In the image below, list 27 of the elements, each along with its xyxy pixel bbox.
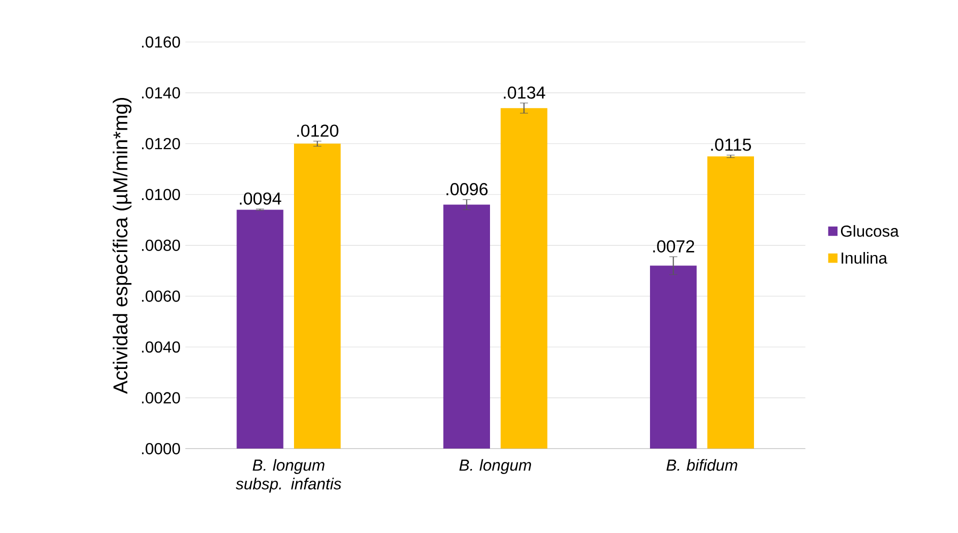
data-label: .0094 (240, 192, 282, 205)
bar (294, 144, 341, 449)
y-tick-label: .0160 (142, 36, 180, 48)
data-label: .0115 (711, 138, 751, 152)
y-tick-label: .0080 (142, 240, 180, 252)
y-tick-label: .0020 (142, 392, 180, 404)
bar (236, 210, 284, 449)
y-tick-label: .0100 (142, 189, 180, 200)
y-tick-label: .0140 (142, 87, 180, 99)
bar (443, 204, 490, 449)
y-tick-label: .0040 (142, 342, 180, 353)
data-label: .0134 (504, 86, 546, 99)
legend-label: Glucosa (840, 225, 899, 237)
x-tick-label: B. bifidum (666, 459, 738, 471)
y-axis-title: Actividad específica (µM/min*mg) (112, 98, 132, 394)
y-tick-label: .0120 (142, 138, 180, 150)
y-tick-label: .0000 (142, 443, 180, 454)
bar (650, 266, 697, 449)
data-label: .0120 (297, 124, 338, 138)
y-tick-label: .0060 (142, 290, 180, 302)
x-tick-label: B. longum (459, 459, 532, 474)
bar (500, 108, 548, 449)
legend-label: Inulina (842, 252, 888, 264)
bar (707, 156, 754, 449)
data-label: .0072 (653, 240, 694, 253)
data-label: .0096 (446, 183, 488, 196)
x-tick-label: B. longum subsp. infantis (236, 459, 342, 493)
